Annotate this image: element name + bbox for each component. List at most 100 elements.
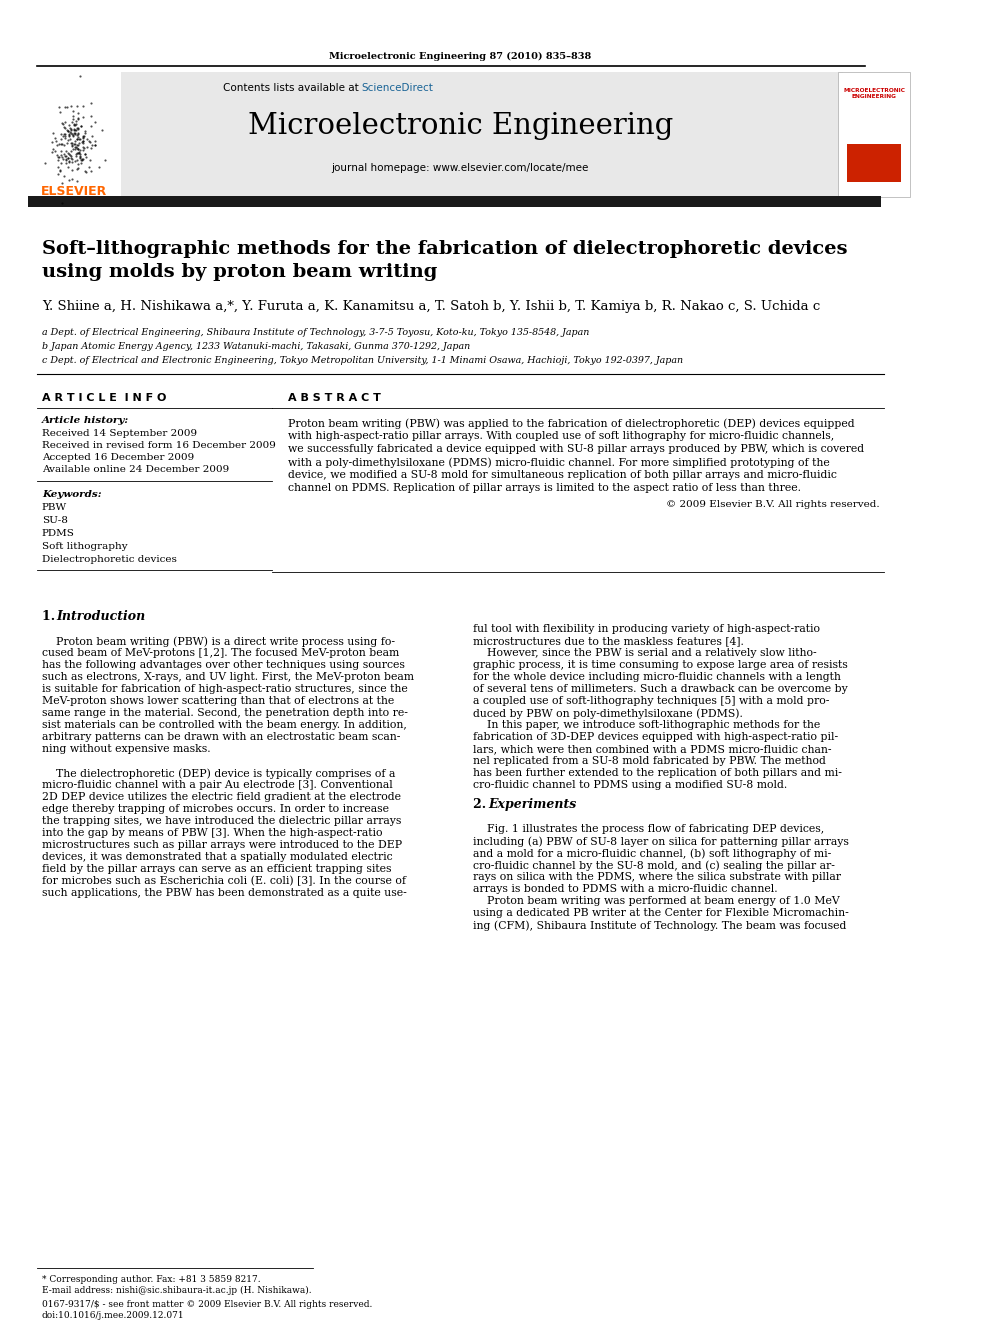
Point <box>61 156 76 177</box>
Point <box>57 143 72 164</box>
Text: PBW: PBW <box>42 503 66 512</box>
Point <box>58 97 73 118</box>
Point <box>51 97 66 118</box>
Text: Soft lithography: Soft lithography <box>42 542 127 550</box>
Text: devices, it was demonstrated that a spatially modulated electric: devices, it was demonstrated that a spat… <box>42 852 393 863</box>
Point <box>59 152 74 173</box>
Point <box>71 144 87 165</box>
Point <box>63 95 79 116</box>
Text: Microelectronic Engineering 87 (2010) 835–838: Microelectronic Engineering 87 (2010) 83… <box>329 52 591 61</box>
Text: 1.: 1. <box>42 610 60 623</box>
Point <box>62 124 77 146</box>
Point <box>87 111 103 132</box>
Point <box>57 118 72 139</box>
FancyBboxPatch shape <box>847 144 901 183</box>
Point <box>69 134 85 155</box>
Text: In this paper, we introduce soft-lithographic methods for the: In this paper, we introduce soft-lithogr… <box>473 720 820 730</box>
Point <box>70 143 86 164</box>
Text: Soft–lithographic methods for the fabrication of dielectrophoretic devices: Soft–lithographic methods for the fabric… <box>42 239 847 258</box>
Text: PDMS: PDMS <box>42 529 74 538</box>
Text: lars, which were then combined with a PDMS micro-fluidic chan-: lars, which were then combined with a PD… <box>473 744 831 754</box>
Text: sist materials can be controlled with the beam energy. In addition,: sist materials can be controlled with th… <box>42 720 407 730</box>
Text: Experiments: Experiments <box>488 798 576 811</box>
Point <box>71 147 87 168</box>
Point <box>72 146 88 167</box>
Point <box>63 151 79 172</box>
Point <box>62 114 77 135</box>
Point <box>51 132 66 153</box>
Point <box>77 120 93 142</box>
Point <box>53 160 68 181</box>
Point <box>72 152 88 173</box>
Point <box>83 160 99 181</box>
Point <box>62 119 78 140</box>
Text: b Japan Atomic Energy Agency, 1233 Watanuki-machi, Takasaki, Gunma 370-1292, Jap: b Japan Atomic Energy Agency, 1233 Watan… <box>42 343 470 351</box>
Text: using molds by proton beam writing: using molds by proton beam writing <box>42 263 437 280</box>
Point <box>63 132 79 153</box>
Point <box>54 134 69 155</box>
Point <box>57 111 72 132</box>
Point <box>61 123 76 144</box>
Text: Dielectrophoretic devices: Dielectrophoretic devices <box>42 556 177 564</box>
Text: MICROELECTRONIC
ENGINEERING: MICROELECTRONIC ENGINEERING <box>843 89 905 99</box>
Text: E-mail address: nishi@sic.shibaura-it.ac.jp (H. Nishikawa).: E-mail address: nishi@sic.shibaura-it.ac… <box>42 1286 311 1295</box>
Point <box>73 116 89 138</box>
Text: cro-fluidic channel by the SU-8 mold, and (c) sealing the pillar ar-: cro-fluidic channel by the SU-8 mold, an… <box>473 860 835 871</box>
Point <box>69 139 85 160</box>
Text: micro-fluidic channel with a pair Au electrode [3]. Conventional: micro-fluidic channel with a pair Au ele… <box>42 781 393 790</box>
Point <box>55 172 70 193</box>
Text: Received 14 September 2009: Received 14 September 2009 <box>42 429 196 438</box>
Text: However, since the PBW is serial and a relatively slow litho-: However, since the PBW is serial and a r… <box>473 648 816 658</box>
Text: SU-8: SU-8 <box>42 516 67 525</box>
Text: c Dept. of Electrical and Electronic Engineering, Tokyo Metropolitan University,: c Dept. of Electrical and Electronic Eng… <box>42 356 682 365</box>
Point <box>53 128 68 149</box>
Point <box>63 159 79 180</box>
Point <box>96 149 112 171</box>
Point <box>68 171 84 192</box>
Text: of several tens of millimeters. Such a drawback can be overcome by: of several tens of millimeters. Such a d… <box>473 684 848 695</box>
Point <box>54 112 69 134</box>
Point <box>57 124 72 146</box>
Point <box>87 134 103 155</box>
Point <box>68 114 84 135</box>
Point <box>68 149 84 171</box>
Point <box>45 123 61 144</box>
Text: a coupled use of soft-lithography techniques [5] with a mold pro-: a coupled use of soft-lithography techni… <box>473 696 829 706</box>
Point <box>67 131 83 152</box>
Text: Microelectronic Engineering: Microelectronic Engineering <box>248 112 673 140</box>
Point <box>61 120 76 142</box>
Text: field by the pillar arrays can serve as an efficient trapping sites: field by the pillar arrays can serve as … <box>42 864 391 875</box>
Text: cro-fluidic channel to PDMS using a modified SU-8 mold.: cro-fluidic channel to PDMS using a modi… <box>473 781 788 790</box>
Point <box>53 123 68 144</box>
Point <box>65 126 81 147</box>
Point <box>69 124 85 146</box>
Point <box>61 169 76 191</box>
Text: duced by PBW on poly-dimethylsiloxane (PDMS).: duced by PBW on poly-dimethylsiloxane (P… <box>473 708 743 718</box>
Point <box>62 128 77 149</box>
Point <box>71 128 87 149</box>
Point <box>73 149 89 171</box>
Text: fabrication of 3D-DEP devices equipped with high-aspect-ratio pil-: fabrication of 3D-DEP devices equipped w… <box>473 732 838 742</box>
Point <box>77 143 93 164</box>
Point <box>54 193 69 214</box>
Point <box>76 138 92 159</box>
Point <box>50 147 65 168</box>
Point <box>63 132 79 153</box>
Point <box>62 146 78 167</box>
Point <box>58 126 73 147</box>
Point <box>54 140 69 161</box>
Point <box>74 126 90 147</box>
Point <box>65 101 81 122</box>
Point <box>66 119 82 140</box>
Point <box>69 118 85 139</box>
Point <box>75 132 91 153</box>
Point <box>65 105 81 126</box>
Text: 2D DEP device utilizes the electric field gradient at the electrode: 2D DEP device utilizes the electric fiel… <box>42 792 401 802</box>
Point <box>45 142 61 163</box>
Point <box>53 102 68 123</box>
Point <box>69 143 85 164</box>
Point <box>63 168 79 189</box>
Text: ful tool with flexibility in producing variety of high-aspect-ratio: ful tool with flexibility in producing v… <box>473 624 820 634</box>
Text: A B S T R A C T: A B S T R A C T <box>288 393 381 404</box>
Point <box>56 114 71 135</box>
